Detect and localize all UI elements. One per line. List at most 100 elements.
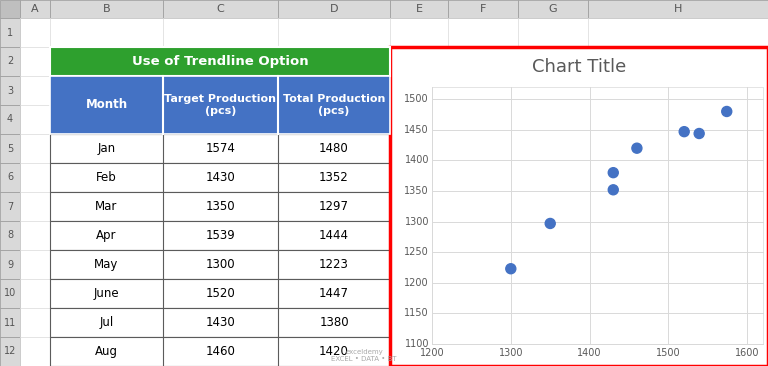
Text: 4: 4 — [7, 115, 13, 124]
Text: C: C — [217, 4, 224, 14]
Text: 1297: 1297 — [319, 200, 349, 213]
Bar — [432, 87, 763, 344]
Text: 12: 12 — [4, 347, 16, 356]
Circle shape — [608, 185, 618, 195]
Text: 1200: 1200 — [419, 348, 445, 358]
Bar — [0, 0, 20, 18]
Bar — [278, 0, 390, 18]
Bar — [0, 279, 20, 308]
Bar — [448, 0, 518, 18]
Text: 1400: 1400 — [405, 156, 429, 165]
Text: 1352: 1352 — [319, 171, 349, 184]
Text: 1380: 1380 — [319, 316, 349, 329]
Bar — [390, 0, 448, 18]
Text: Feb: Feb — [96, 171, 117, 184]
Text: 1250: 1250 — [404, 247, 429, 257]
Bar — [50, 134, 390, 163]
Bar — [163, 0, 278, 18]
Text: 1539: 1539 — [206, 229, 235, 242]
Text: 1: 1 — [7, 27, 13, 37]
Circle shape — [722, 107, 732, 116]
Text: 1300: 1300 — [405, 217, 429, 227]
Text: 1574: 1574 — [206, 142, 236, 155]
Bar — [0, 76, 20, 105]
Text: 1460: 1460 — [206, 345, 236, 358]
Bar — [50, 0, 163, 18]
Circle shape — [679, 127, 689, 137]
Text: Apr: Apr — [96, 229, 117, 242]
Text: Chart Title: Chart Title — [532, 58, 626, 76]
Bar — [50, 47, 390, 76]
Text: Total Production
(pcs): Total Production (pcs) — [283, 94, 386, 116]
Circle shape — [608, 168, 618, 178]
Text: 1100: 1100 — [405, 339, 429, 349]
Text: May: May — [94, 258, 119, 271]
Text: 6: 6 — [7, 172, 13, 183]
Text: 1500: 1500 — [656, 348, 680, 358]
Bar — [50, 279, 390, 308]
Text: 1150: 1150 — [405, 309, 429, 318]
Text: Mar: Mar — [95, 200, 118, 213]
Text: 3: 3 — [7, 86, 13, 96]
Bar — [50, 192, 390, 221]
Text: H: H — [674, 4, 682, 14]
Text: 1430: 1430 — [206, 316, 235, 329]
Text: 5: 5 — [7, 143, 13, 153]
Bar — [50, 163, 390, 192]
Text: June: June — [94, 287, 119, 300]
Text: 11: 11 — [4, 317, 16, 328]
Text: Jul: Jul — [99, 316, 114, 329]
Text: 1223: 1223 — [319, 258, 349, 271]
Bar — [0, 221, 20, 250]
Text: 1200: 1200 — [405, 278, 429, 288]
Text: 1420: 1420 — [319, 345, 349, 358]
Text: 1444: 1444 — [319, 229, 349, 242]
Text: 1300: 1300 — [206, 258, 235, 271]
Text: Target Production
(pcs): Target Production (pcs) — [164, 94, 276, 116]
Bar — [518, 0, 588, 18]
Text: 1480: 1480 — [319, 142, 349, 155]
Text: 9: 9 — [7, 259, 13, 269]
Text: A: A — [31, 4, 39, 14]
Bar — [0, 134, 20, 163]
Text: Use of Trendline Option: Use of Trendline Option — [131, 55, 308, 68]
Text: 1350: 1350 — [405, 186, 429, 196]
Text: 10: 10 — [4, 288, 16, 299]
Text: G: G — [548, 4, 558, 14]
Text: 8: 8 — [7, 231, 13, 240]
Text: 1447: 1447 — [319, 287, 349, 300]
Bar — [390, 47, 768, 366]
Bar — [50, 308, 390, 337]
Bar — [0, 163, 20, 192]
Text: 1600: 1600 — [735, 348, 760, 358]
Text: E: E — [415, 4, 422, 14]
Text: Month: Month — [85, 98, 127, 112]
Bar — [50, 76, 390, 134]
Circle shape — [506, 264, 516, 274]
Text: 1350: 1350 — [206, 200, 235, 213]
Bar — [50, 250, 390, 279]
Text: D: D — [329, 4, 338, 14]
Text: 7: 7 — [7, 202, 13, 212]
Bar — [0, 18, 20, 47]
Bar — [0, 47, 20, 76]
Text: 2: 2 — [7, 56, 13, 67]
Bar — [0, 105, 20, 134]
Bar — [50, 221, 390, 250]
Text: B: B — [103, 4, 111, 14]
Text: 1300: 1300 — [498, 348, 523, 358]
Bar — [0, 250, 20, 279]
Circle shape — [632, 143, 642, 153]
Bar — [50, 337, 390, 366]
Text: 1520: 1520 — [206, 287, 235, 300]
Text: 1430: 1430 — [206, 171, 235, 184]
Text: exceldemy
EXCEL • DATA • BT: exceldemy EXCEL • DATA • BT — [331, 349, 397, 362]
Text: Aug: Aug — [95, 345, 118, 358]
Bar — [0, 308, 20, 337]
Circle shape — [545, 219, 555, 228]
Text: F: F — [480, 4, 486, 14]
Circle shape — [694, 128, 704, 138]
Bar — [0, 337, 20, 366]
Bar — [20, 0, 50, 18]
Text: 1400: 1400 — [578, 348, 602, 358]
